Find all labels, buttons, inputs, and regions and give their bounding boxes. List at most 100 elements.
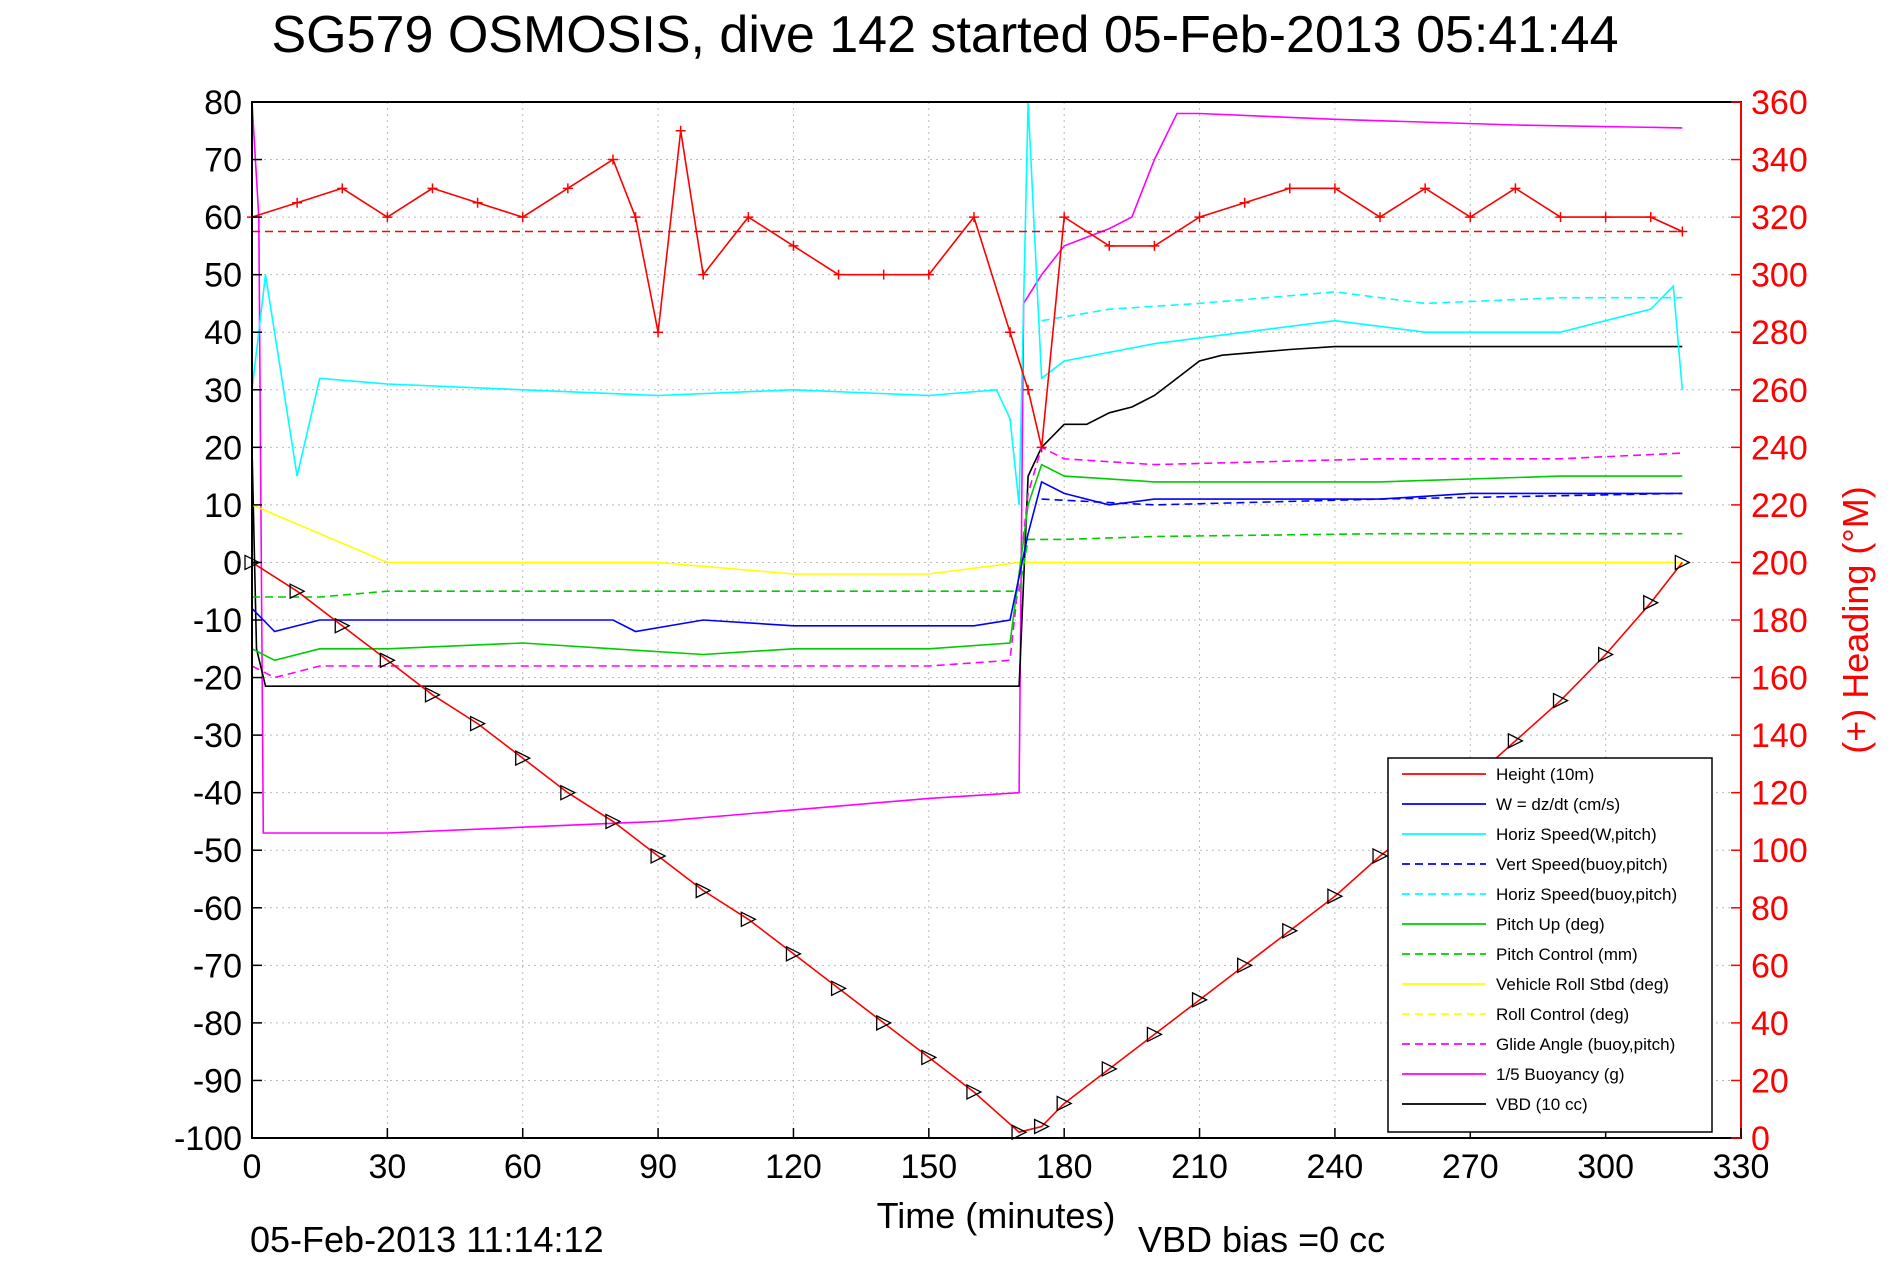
series-line-horiz-speed-buoy bbox=[1041, 291, 1683, 322]
x-tick-label: 210 bbox=[1171, 1148, 1228, 1186]
y2-tick-label: 0 bbox=[1751, 1120, 1770, 1158]
heading-marker bbox=[653, 327, 664, 338]
heading-marker bbox=[1059, 212, 1070, 223]
y-tick-label: -60 bbox=[193, 890, 242, 928]
y-tick-label: 40 bbox=[204, 314, 242, 352]
legend-label: Roll Control (deg) bbox=[1496, 1005, 1629, 1024]
height-marker bbox=[966, 1083, 983, 1101]
y2-tick-label: 240 bbox=[1751, 429, 1808, 467]
y2-tick-label: 300 bbox=[1751, 257, 1808, 295]
y2-tick-label: 100 bbox=[1751, 832, 1808, 870]
series-line-buoyancy bbox=[251, 101, 1683, 834]
height-marker bbox=[1237, 957, 1254, 974]
legend-label: Horiz Speed(W,pitch) bbox=[1496, 825, 1657, 844]
heading-marker bbox=[472, 197, 483, 208]
height-marker bbox=[1282, 922, 1299, 939]
x-tick-label: 30 bbox=[368, 1148, 406, 1186]
legend-label: Glide Angle (buoy,pitch) bbox=[1496, 1035, 1675, 1054]
x-tick-label: 300 bbox=[1577, 1148, 1634, 1186]
heading-marker bbox=[1104, 240, 1115, 251]
heading-marker bbox=[1284, 183, 1295, 194]
heading-marker bbox=[562, 183, 573, 194]
height-marker bbox=[1643, 594, 1660, 611]
y-tick-label: 70 bbox=[204, 142, 242, 180]
series-layer bbox=[244, 101, 1691, 1141]
height-marker bbox=[1674, 554, 1691, 571]
y-tick-label: 60 bbox=[204, 199, 242, 237]
legend-label: VBD (10 cc) bbox=[1496, 1095, 1588, 1114]
legend-label: Height (10m) bbox=[1496, 765, 1594, 784]
x-axis-label: Time (minutes) bbox=[877, 1195, 1116, 1236]
heading-marker bbox=[427, 183, 438, 194]
height-marker bbox=[785, 945, 802, 962]
y-tick-label: -90 bbox=[193, 1062, 242, 1100]
heading-marker bbox=[1005, 327, 1016, 338]
heading-marker bbox=[923, 269, 934, 280]
heading-marker bbox=[788, 240, 799, 251]
height-marker bbox=[515, 750, 532, 767]
y2-tick-label: 120 bbox=[1751, 775, 1808, 813]
heading-marker bbox=[607, 154, 618, 165]
heading-marker bbox=[1420, 183, 1431, 194]
height-marker bbox=[876, 1014, 893, 1031]
series-line-pitch-control bbox=[252, 532, 1683, 598]
heading-marker bbox=[1023, 384, 1034, 395]
height-marker bbox=[1146, 1026, 1163, 1043]
height-marker bbox=[740, 911, 757, 928]
legend-label: 1/5 Buoyancy (g) bbox=[1496, 1065, 1625, 1084]
y2-tick-label: 340 bbox=[1751, 142, 1808, 180]
legend-label: Vert Speed(buoy,pitch) bbox=[1496, 855, 1668, 874]
heading-marker bbox=[1510, 183, 1521, 194]
heading-marker bbox=[698, 269, 709, 280]
legend-label: Horiz Speed(buoy,pitch) bbox=[1496, 885, 1677, 904]
y2-tick-label: 260 bbox=[1751, 372, 1808, 410]
heading-marker bbox=[1239, 197, 1250, 208]
height-marker bbox=[1033, 1118, 1051, 1135]
y-tick-label: -10 bbox=[193, 602, 242, 640]
x-tick-label: 0 bbox=[243, 1148, 262, 1186]
y2-tick-label: 20 bbox=[1751, 1062, 1789, 1100]
series-line-roll bbox=[251, 504, 1683, 575]
legend: Height (10m) W = dz/dt (cm/s) Horiz Speed(… bbox=[1387, 757, 1713, 1133]
legend-label: W = dz/dt (cm/s) bbox=[1496, 795, 1620, 814]
y2-tick-label: 200 bbox=[1751, 544, 1808, 582]
x-tick-label: 270 bbox=[1442, 1148, 1499, 1186]
y-tick-label: 0 bbox=[223, 544, 242, 582]
height-marker bbox=[921, 1049, 938, 1066]
heading-marker bbox=[1600, 212, 1611, 223]
y-tick-label: 10 bbox=[204, 487, 242, 525]
heading-marker bbox=[675, 125, 686, 136]
height-marker bbox=[1191, 991, 1209, 1008]
heading-marker bbox=[1375, 212, 1386, 223]
y-tick-label: 50 bbox=[204, 257, 242, 295]
x-tick-label: 90 bbox=[639, 1148, 677, 1186]
y-tick-label: 20 bbox=[204, 429, 242, 467]
series-line-glide-angle bbox=[251, 446, 1683, 679]
y2-tick-label: 140 bbox=[1751, 717, 1808, 755]
height-marker bbox=[1507, 732, 1524, 749]
heading-marker bbox=[833, 269, 844, 280]
heading-marker bbox=[292, 197, 303, 208]
height-marker bbox=[1101, 1060, 1118, 1077]
heading-marker bbox=[1555, 212, 1566, 223]
y2-tick-label: 160 bbox=[1751, 660, 1808, 698]
y-tick-label: -70 bbox=[193, 947, 242, 985]
y-tick-label: -50 bbox=[193, 832, 242, 870]
height-marker bbox=[1011, 1124, 1028, 1141]
legend-label: Vehicle Roll Stbd (deg) bbox=[1496, 975, 1669, 994]
chart-title: SG579 OSMOSIS, dive 142 started 05-Feb-2… bbox=[271, 6, 1618, 64]
heading-marker bbox=[1465, 212, 1476, 223]
y2-tick-label: 180 bbox=[1751, 602, 1808, 640]
series-line-pitch-up bbox=[251, 463, 1683, 662]
x-tick-label: 60 bbox=[504, 1148, 542, 1186]
heading-marker bbox=[630, 212, 641, 223]
y-tick-label: -100 bbox=[174, 1120, 242, 1158]
y-tick-label: -40 bbox=[193, 775, 242, 813]
height-marker bbox=[1552, 692, 1569, 709]
height-marker bbox=[1372, 847, 1389, 865]
height-marker bbox=[424, 686, 441, 703]
heading-marker bbox=[1329, 183, 1340, 194]
height-marker bbox=[560, 784, 577, 801]
series-line-w bbox=[251, 480, 1683, 633]
